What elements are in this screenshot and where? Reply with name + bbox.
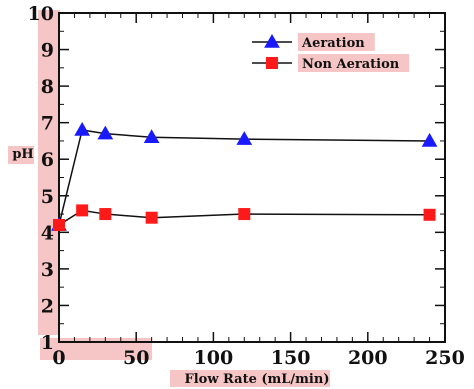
series-layer	[51, 121, 438, 232]
legend: Aeration Non Aeration	[252, 33, 410, 72]
data-point-2-3	[99, 208, 112, 221]
y-tick-highlight	[38, 10, 60, 335]
x-axis-label: Flow Rate (mL/min)	[185, 372, 330, 387]
series-line-1	[58, 129, 430, 226]
y-tick-label-4: 4	[41, 222, 54, 244]
x-tick-label-100: 100	[194, 347, 234, 369]
legend-label-2: Non Aeration	[302, 57, 400, 72]
legend-marker-1	[264, 33, 280, 48]
data-point-2-2	[76, 204, 89, 217]
x-tick-label-50: 50	[123, 347, 149, 369]
legend-marker-2	[266, 57, 278, 69]
x-label-highlight	[170, 370, 330, 387]
y-tick-label-6: 6	[41, 149, 54, 171]
data-point-2-4	[145, 211, 158, 224]
data-point-1-4	[143, 129, 160, 144]
x-tick-label-250: 250	[425, 347, 465, 369]
data-point-2-6	[423, 208, 436, 221]
x-tick-label-200: 200	[348, 347, 388, 369]
data-point-2-5	[238, 208, 251, 221]
data-point-1-5	[236, 131, 253, 145]
y-tick-label-10: 10	[28, 3, 54, 25]
y-tick-label-1: 1	[41, 332, 54, 354]
data-point-1-3	[97, 125, 114, 140]
x-tick-label-150: 150	[271, 347, 311, 369]
y-label-highlight	[8, 146, 34, 164]
y-tick-label-9: 9	[41, 40, 54, 62]
data-point-1-2	[74, 121, 91, 136]
y-tick-label-7: 7	[41, 113, 54, 135]
y-tick-label-2: 2	[41, 295, 54, 317]
x-tick-highlight	[40, 338, 152, 360]
legend-label-1: Aeration	[301, 36, 365, 51]
y-tick-label-8: 8	[41, 76, 54, 98]
legend-entry-1: Aeration	[252, 33, 375, 51]
series-2	[53, 204, 436, 232]
data-point-1-6	[421, 132, 438, 147]
data-point-2-1	[53, 219, 65, 232]
legend-entry-2: Non Aeration	[252, 54, 410, 72]
legend-highlight-2	[298, 54, 410, 72]
x-tick-label-0: 0	[52, 347, 65, 369]
y-tick-label-5: 5	[41, 186, 54, 208]
y-axis-label: pH	[12, 147, 33, 162]
legend-highlight-1	[298, 33, 375, 51]
y-tick-label-3: 3	[41, 259, 54, 281]
label-highlights	[8, 10, 330, 387]
